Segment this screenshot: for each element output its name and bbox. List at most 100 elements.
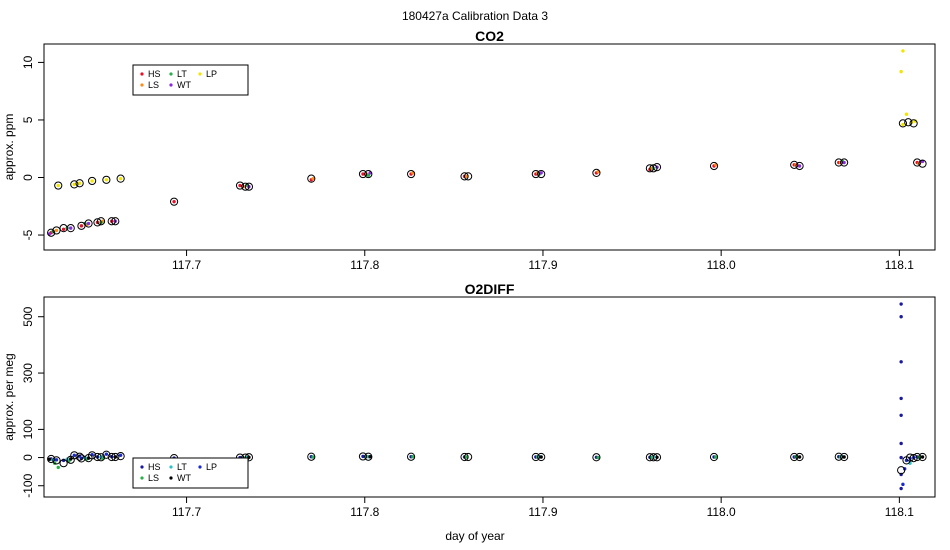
co2-point-ls	[311, 176, 315, 181]
co2-points	[47, 49, 927, 237]
co2-mean-marker	[918, 159, 927, 168]
co2-mean-marker	[649, 164, 658, 173]
co2-mean-marker	[358, 169, 368, 179]
co2-point-wt	[86, 221, 91, 226]
o2diff-mean-marker	[111, 452, 120, 462]
co2-legend-swatch-wt	[169, 83, 173, 87]
co2-point-lp	[104, 178, 109, 182]
co2-legend-label-lp: LP	[206, 69, 217, 79]
o2diff-mean-marker	[834, 452, 843, 461]
co2-mean-marker	[795, 161, 804, 171]
o2diff-point-ls	[714, 455, 718, 459]
o2diff-mean-marker	[592, 453, 601, 462]
co2-point-wt	[69, 226, 73, 230]
co2-mean-marker	[364, 169, 373, 179]
o2diff-y-tick-label: 500	[21, 306, 35, 326]
o2diff-point-wt	[797, 455, 802, 459]
o2diff-mean-marker	[652, 453, 662, 462]
o2diff-legend-swatch-ls	[140, 476, 144, 480]
co2-x-tick-label: 118.0	[707, 258, 736, 272]
o2diff-point-ls	[411, 455, 415, 459]
o2diff-point-hs	[899, 413, 903, 418]
figure-x-axis-label: day of year	[445, 529, 504, 543]
o2diff-point-ls	[56, 465, 60, 470]
o2diff-mean-marker	[531, 452, 540, 462]
co2-mean-marker	[464, 172, 473, 181]
co2-point-lp	[901, 49, 905, 53]
co2-mean-marker	[406, 169, 416, 179]
co2-mean-marker	[537, 169, 546, 179]
o2diff-mean-marker	[93, 452, 102, 462]
o2diff-panel: O2DIFF 117.7 117.8 117.9 118.0 118.1 -100 0 100 3…	[2, 281, 936, 519]
o2diff-mean-marker	[102, 450, 111, 459]
o2diff-y-tick-label: -100	[21, 473, 35, 497]
co2-mean-marker	[460, 172, 469, 181]
co2-mean-marker	[116, 174, 125, 183]
co2-point-lp	[90, 179, 94, 183]
o2diff-legend-swatch-lp	[198, 465, 202, 469]
co2-point-lp	[77, 181, 82, 185]
o2diff-mean-marker	[406, 452, 416, 461]
o2diff-legend-swatch-hs	[140, 465, 144, 469]
co2-y-axis-label: approx. ppm	[2, 114, 16, 181]
co2-mean-marker	[107, 217, 116, 226]
o2diff-y-axis-label: approx. per meg	[2, 353, 16, 440]
o2diff-mean-marker	[52, 456, 61, 465]
co2-mean-marker	[84, 219, 93, 228]
o2diff-mean-marker	[537, 452, 546, 462]
co2-point-wt	[797, 164, 802, 168]
co2-legend-label-wt: WT	[177, 80, 191, 90]
co2-point-lp	[118, 176, 123, 181]
co2-mean-marker	[66, 224, 75, 233]
co2-legend-swatch-hs	[140, 72, 144, 76]
o2diff-point-hs	[899, 455, 903, 460]
co2-legend-swatch-ls	[140, 83, 144, 87]
co2-point-lt	[366, 173, 371, 177]
co2-mean-marker	[111, 217, 120, 226]
o2diff-mean-marker	[47, 454, 56, 464]
o2diff-legend-label-wt: WT	[177, 473, 191, 483]
co2-point-lp	[899, 69, 903, 74]
co2-mean-marker	[241, 182, 250, 191]
co2-mean-marker	[244, 182, 254, 191]
o2diff-point-hs	[899, 396, 903, 401]
o2diff-mean-marker	[460, 452, 469, 462]
o2diff-mean-marker	[116, 452, 125, 461]
co2-mean-marker	[840, 158, 849, 167]
o2diff-mean-marker	[649, 453, 658, 462]
o2diff-y-tick-label: 300	[21, 363, 35, 383]
o2diff-legend-label-ls: LS	[148, 473, 159, 483]
o2diff-mean-marker	[244, 453, 254, 462]
co2-y-tick-label: 10	[21, 55, 35, 69]
co2-point-ls	[464, 174, 469, 179]
co2-y-tick-label: 0	[21, 174, 35, 181]
o2diff-point-lp	[72, 453, 76, 458]
o2diff-mean-marker	[307, 452, 316, 461]
co2-mean-marker	[102, 175, 111, 184]
o2diff-title: O2DIFF	[465, 281, 515, 297]
co2-y-tick-label: -5	[21, 229, 35, 240]
o2diff-mean-marker	[70, 451, 79, 460]
o2diff-point-wt	[539, 455, 543, 459]
co2-point-ls	[54, 228, 59, 233]
co2-point-wt	[842, 160, 846, 165]
co2-plot-frame	[43, 43, 936, 251]
co2-mean-marker	[834, 158, 843, 167]
o2diff-point-wt	[47, 457, 52, 461]
o2diff-mean-marker	[897, 466, 906, 475]
o2diff-mean-marker	[464, 452, 473, 462]
o2diff-mean-marker	[107, 452, 116, 462]
co2-panel: CO2 117.7 117.8 117.9 118.0 118.1 -5 0 5 10 approx…	[2, 28, 936, 272]
co2-mean-marker	[904, 118, 913, 127]
co2-point-hs	[172, 199, 176, 204]
o2diff-mean-marker	[364, 452, 373, 461]
o2diff-legend-label-lt: LT	[177, 462, 187, 472]
o2diff-point-ls	[311, 455, 315, 459]
co2-point-lp	[56, 183, 60, 188]
co2-legend-label-ls: LS	[148, 80, 159, 90]
co2-mean-marker	[909, 119, 918, 128]
o2diff-mean-marker	[913, 452, 922, 462]
o2diff-point-ls	[464, 455, 469, 459]
